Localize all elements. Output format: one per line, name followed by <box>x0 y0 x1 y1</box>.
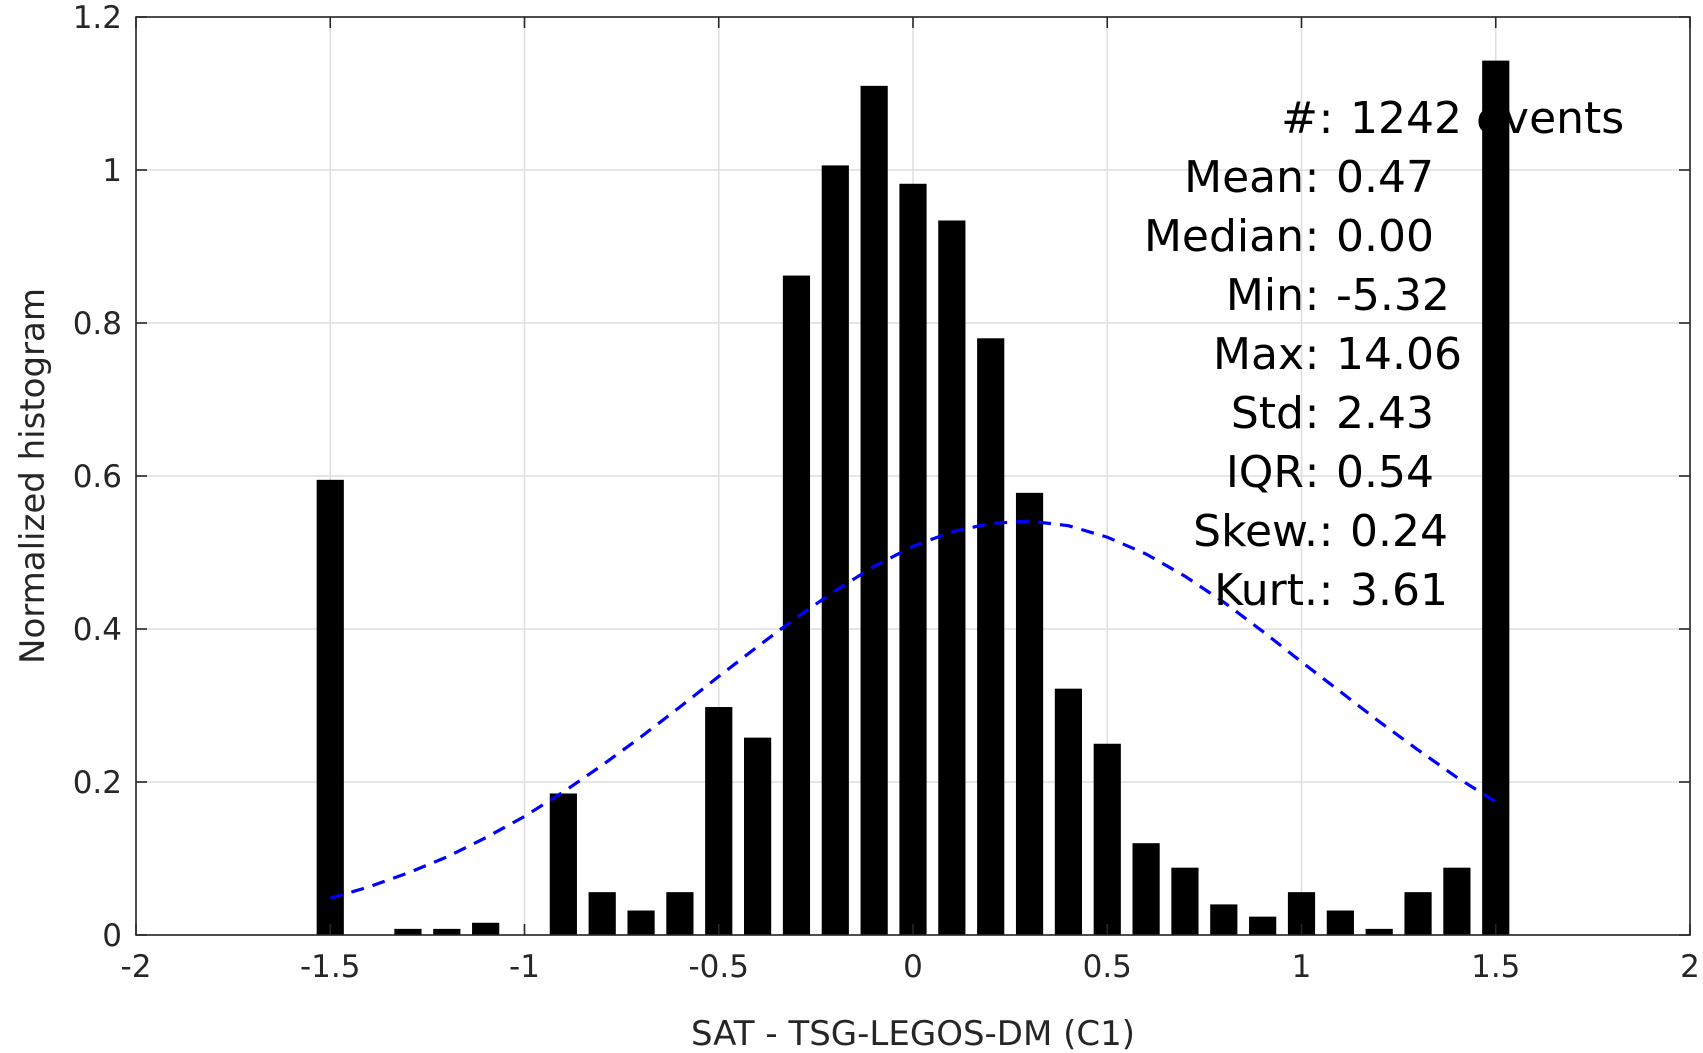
x-tick-label: 0.5 <box>1083 949 1132 985</box>
x-tick-label: 2 <box>1680 949 1700 985</box>
y-tick-label: 1.2 <box>73 0 122 36</box>
stat-separator: : <box>1319 93 1334 144</box>
stat-row: Kurt.:3.61 <box>1214 565 1448 616</box>
histogram-bar <box>549 793 577 935</box>
stat-label: # <box>1281 93 1318 144</box>
histogram-bar <box>1171 867 1199 935</box>
stat-label: Median <box>1144 211 1304 262</box>
histogram-bar <box>627 910 655 935</box>
x-tick-label: -1.5 <box>300 949 361 985</box>
stat-label: Kurt. <box>1214 565 1318 616</box>
stat-separator: : <box>1305 270 1320 321</box>
stat-label: Std <box>1231 388 1304 439</box>
histogram-bar <box>1365 928 1393 935</box>
stat-value: 2.43 <box>1336 388 1434 439</box>
stat-value: 0.24 <box>1350 506 1448 557</box>
y-tick-label: 0.4 <box>73 612 122 648</box>
stat-separator: : <box>1305 447 1320 498</box>
stat-separator: : <box>1305 152 1320 203</box>
histogram-bars <box>316 60 1510 936</box>
histogram-bar <box>1249 916 1277 935</box>
stat-label: Max <box>1213 329 1304 380</box>
stat-row: #:1242 events <box>1281 93 1624 144</box>
stat-value: 0.00 <box>1336 211 1434 262</box>
gaussian-fit-curve <box>329 519 1497 900</box>
histogram-bar <box>1132 843 1160 935</box>
stat-label: Min <box>1226 270 1304 321</box>
histogram-bar <box>1443 867 1471 935</box>
x-tick-label: -0.5 <box>689 949 750 985</box>
tick-labels: -2 -1.5 -1 -0.5 0 0.5 1 1.5 2 0 0.2 0.4 0.6 0.8 1 1.2 <box>73 0 1700 985</box>
histogram-bar <box>744 737 772 935</box>
stat-value: 0.47 <box>1336 152 1434 203</box>
stat-separator: : <box>1305 388 1320 439</box>
stat-value: -5.32 <box>1336 270 1450 321</box>
histogram-bar <box>1015 492 1044 935</box>
stat-row: IQR:0.54 <box>1226 447 1434 498</box>
histogram-bar <box>588 892 616 935</box>
stat-separator: : <box>1305 211 1320 262</box>
x-tick-label: -1 <box>509 949 540 985</box>
x-tick-label: 1 <box>1292 949 1312 985</box>
stat-row: Max:14.06 <box>1213 329 1462 380</box>
histogram-bar <box>821 165 849 935</box>
stat-label: Skew. <box>1193 506 1318 557</box>
x-tick-label: 1.5 <box>1471 949 1520 985</box>
y-tick-label: 0.8 <box>73 306 122 342</box>
histogram-bar <box>899 183 927 935</box>
histogram-bar <box>977 338 1005 935</box>
stat-value: 3.61 <box>1350 565 1448 616</box>
x-tick-label: -2 <box>121 949 152 985</box>
stat-value: 0.54 <box>1336 447 1434 498</box>
stat-row: Median:0.00 <box>1144 211 1434 262</box>
stat-row: Mean:0.47 <box>1184 152 1434 203</box>
stat-separator: : <box>1319 506 1334 557</box>
histogram-bar <box>860 85 888 936</box>
stat-label: Mean <box>1184 152 1304 203</box>
stat-row: Min: -5.32 <box>1226 270 1450 321</box>
histogram-bar <box>705 707 733 935</box>
histogram-bar <box>1093 743 1121 935</box>
stat-row: Skew.:0.24 <box>1193 506 1448 557</box>
stat-value: 14.06 <box>1336 329 1462 380</box>
stat-value: 1242 events <box>1350 93 1624 144</box>
stat-row: Std:2.43 <box>1231 388 1434 439</box>
y-tick-label: 1 <box>102 153 122 189</box>
stat-separator: : <box>1305 329 1320 380</box>
histogram-bar <box>472 922 500 935</box>
histogram-bar <box>1482 60 1510 936</box>
y-tick-label: 0.6 <box>73 459 122 495</box>
fit-curve-line <box>329 519 1497 900</box>
histogram-bar <box>938 220 966 936</box>
stat-label: IQR <box>1226 447 1304 498</box>
histogram-bar <box>666 892 694 935</box>
histogram-bar <box>1054 688 1082 935</box>
histogram-bar <box>316 479 344 935</box>
x-tick-label: 0 <box>903 949 923 985</box>
x-axis-label: SAT - TSG-LEGOS-DM (C1) <box>691 1014 1135 1053</box>
y-tick-label: 0 <box>102 918 122 954</box>
histogram-bar <box>433 928 461 935</box>
histogram-bar <box>782 275 811 935</box>
y-axis-label: Normalized histogram <box>13 288 53 664</box>
histogram-bar <box>1404 892 1432 935</box>
histogram-bar <box>1210 904 1238 935</box>
axes <box>135 16 1691 936</box>
histogram-bar <box>394 928 422 935</box>
histogram-bar <box>1326 910 1354 935</box>
y-tick-label: 0.2 <box>73 765 122 801</box>
stat-separator: : <box>1319 565 1334 616</box>
